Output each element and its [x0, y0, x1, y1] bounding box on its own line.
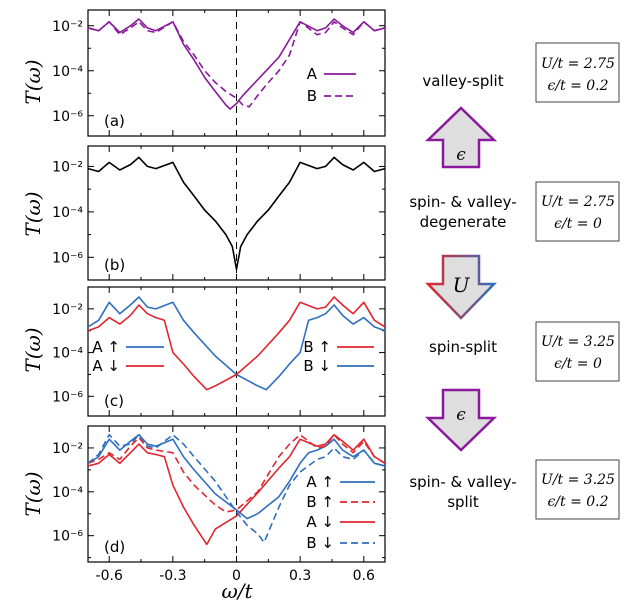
- legend-label: B: [307, 87, 317, 105]
- y-tick-label: 10⁻⁴: [52, 346, 83, 362]
- series-line-ab: [88, 296, 385, 391]
- legend-label: A: [307, 65, 318, 83]
- legend-label: A ↑: [92, 338, 120, 356]
- state-valley-split: valley-split U/t = 2.75 ϵ/t = 0.2: [422, 42, 620, 103]
- y-axis-label-a: T(ω): [21, 59, 45, 104]
- y-axis-label-b: T(ω): [21, 191, 45, 236]
- arrow-epsilon-down: ϵ: [424, 388, 498, 452]
- panel-label: (c): [104, 392, 124, 410]
- y-tick-label: 10⁻²: [52, 159, 83, 175]
- arrow-label: U: [453, 273, 471, 297]
- legend-label: A ↓: [92, 357, 120, 375]
- param-u: U/t = 3.25: [541, 334, 615, 350]
- arrow-label: ϵ: [456, 145, 466, 165]
- arrow-epsilon-up: ϵ: [424, 106, 498, 169]
- x-tick-label: 0.3: [289, 568, 311, 584]
- panel-label: (a): [104, 112, 125, 130]
- panel-c: 10⁻² 10⁻⁴ 10⁻⁶ (c) A ↑A ↓ B ↑B ↓: [52, 286, 386, 417]
- y-tick-label: 10⁻⁶: [52, 529, 83, 545]
- state-spin-valley-split: spin- & valley- split U/t = 3.25 ϵ/t = 0…: [409, 459, 620, 520]
- legend-label: B ↑: [306, 493, 334, 511]
- series-line-a: [88, 433, 385, 520]
- legend-label: A ↓: [306, 513, 334, 531]
- panel-label: (b): [104, 256, 125, 274]
- y-tick-label: 10⁻²: [52, 441, 83, 457]
- series-line-b: [88, 433, 385, 544]
- y-axis-label-d: T(ω): [21, 471, 45, 516]
- state-name: valley-split: [422, 72, 503, 90]
- arrow-label: ϵ: [456, 405, 466, 425]
- param-eps: ϵ/t = 0.2: [547, 78, 608, 94]
- series-line-b: [88, 21, 385, 108]
- param-box: [535, 459, 620, 520]
- series-line-ab: [88, 296, 385, 391]
- state-spin-valley-degenerate: spin- & valley- degenerate U/t = 2.75 ϵ/…: [409, 181, 620, 242]
- legend-label: B ↓: [306, 534, 334, 552]
- param-u: U/t = 2.75: [541, 194, 615, 210]
- y-tick-label: 10⁻⁴: [52, 64, 83, 80]
- series-line-s0: [88, 156, 385, 270]
- series-line-a: [88, 433, 385, 546]
- panel-a: 10⁻² 10⁻⁴ 10⁻⁶ (a) AB: [52, 9, 386, 137]
- param-eps: ϵ/t = 0: [554, 356, 602, 372]
- x-tick-label: 0: [232, 568, 241, 584]
- series-line-a: [88, 18, 385, 110]
- param-u: U/t = 3.25: [541, 472, 615, 488]
- legend-label: A ↑: [306, 473, 334, 491]
- state-name-line1: spin- & valley-: [409, 473, 516, 491]
- panel-label: (d): [104, 538, 125, 556]
- y-tick-label: 10⁻⁶: [52, 250, 83, 266]
- param-eps: ϵ/t = 0.2: [547, 494, 608, 510]
- state-name-line2: degenerate: [420, 213, 507, 231]
- param-box: [535, 181, 620, 242]
- param-box: [535, 42, 620, 103]
- y-tick-label: 10⁻²: [52, 302, 83, 318]
- y-tick-label: 10⁻⁴: [52, 485, 83, 501]
- state-spin-split: spin-split U/t = 3.25 ϵ/t = 0: [429, 321, 620, 382]
- state-name-line1: spin- & valley-: [409, 193, 516, 211]
- param-box: [535, 321, 620, 382]
- x-tick-label: 0.6: [353, 568, 375, 584]
- legend-label: B ↑: [303, 338, 331, 356]
- x-tick-label: -0.6: [96, 568, 123, 584]
- arrow-u-down: U: [425, 254, 497, 320]
- y-tick-label: 10⁻⁶: [52, 109, 83, 125]
- x-axis-label: ω/t: [221, 579, 253, 603]
- x-tick-label: -0.3: [159, 568, 186, 584]
- param-u: U/t = 2.75: [541, 56, 615, 72]
- y-tick-label: 10⁻²: [52, 19, 83, 35]
- state-name: spin-split: [429, 338, 497, 356]
- y-tick-label: 10⁻⁴: [52, 205, 83, 221]
- y-axis-label-c: T(ω): [21, 327, 45, 372]
- y-tick-label: 10⁻⁶: [52, 389, 83, 405]
- panel-d: -0.6 -0.3 0 0.3 0.6 10⁻² 10⁻⁴ 10⁻⁶ (d) A ↑ B ↑ A ↓ B…: [52, 425, 386, 584]
- panel-b: 10⁻² 10⁻⁴ 10⁻⁶ (b): [52, 145, 386, 281]
- legend-label: B ↓: [303, 357, 331, 375]
- series-line-b: [88, 433, 385, 513]
- state-name-line2: split: [447, 493, 479, 511]
- param-eps: ϵ/t = 0: [554, 216, 602, 232]
